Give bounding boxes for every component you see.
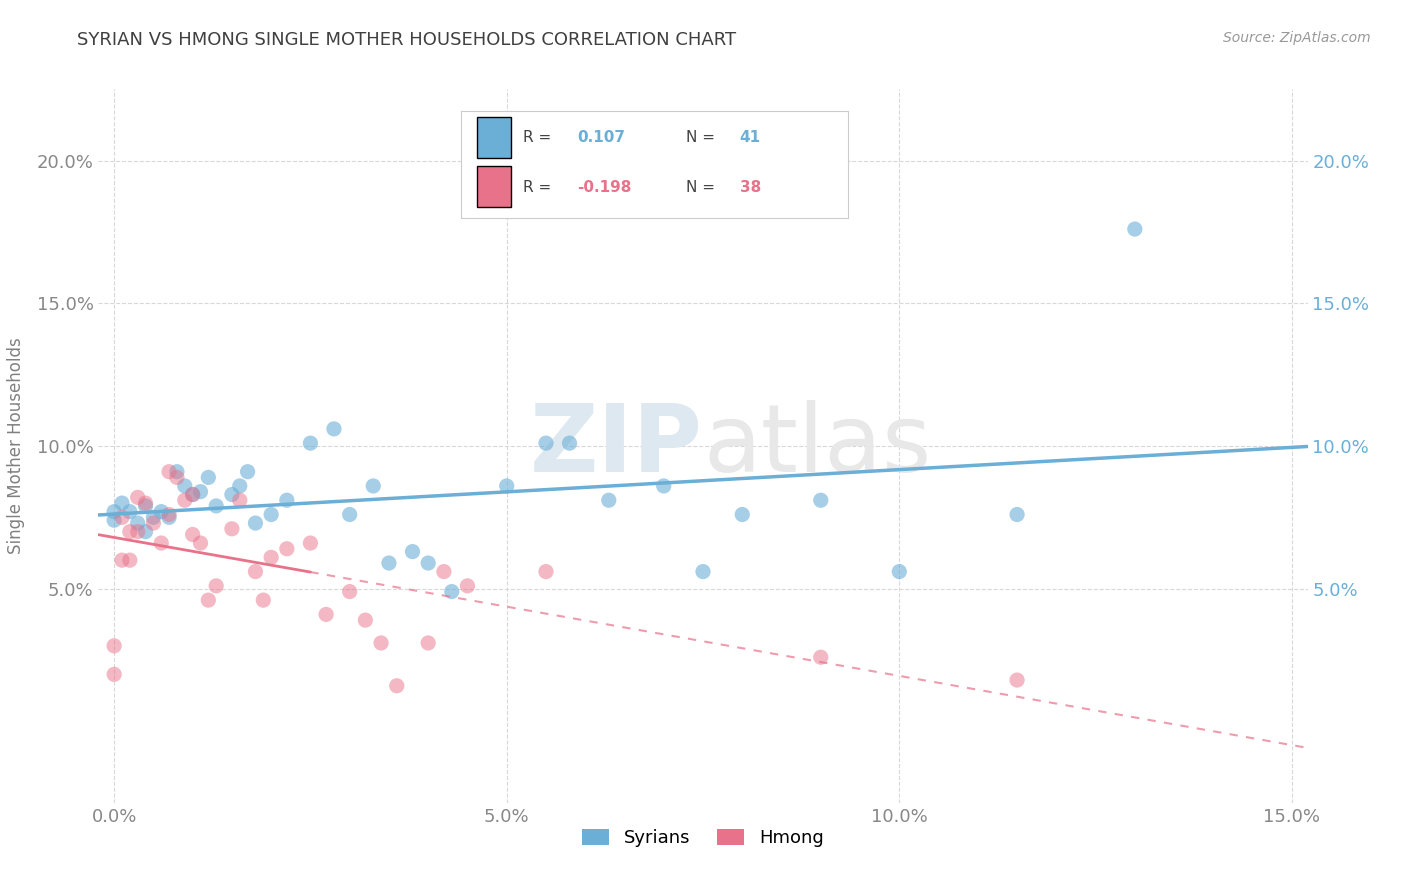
Point [652,479,675,493]
Point [103,639,125,653]
Point [127,516,149,530]
Point [299,436,322,450]
Point [229,479,252,493]
Point [111,496,134,510]
Point [418,556,440,570]
Point [889,565,911,579]
Text: SYRIAN VS HMONG SINGLE MOTHER HOUSEHOLDS CORRELATION CHART: SYRIAN VS HMONG SINGLE MOTHER HOUSEHOLDS… [77,31,737,49]
Point [103,667,125,681]
Point [692,565,714,579]
Point [1123,222,1146,236]
Point [190,484,212,499]
Point [598,493,620,508]
Point [157,465,180,479]
Point [260,550,283,565]
Point [276,493,298,508]
Point [315,607,337,622]
Point [456,579,478,593]
Point [810,493,832,508]
Point [354,613,377,627]
Point [181,527,204,541]
Point [205,579,228,593]
Point [323,422,346,436]
Point [534,565,557,579]
Point [299,536,322,550]
Point [150,505,173,519]
Point [361,479,384,493]
Point [440,584,463,599]
Point [495,479,517,493]
Point [111,553,134,567]
Point [731,508,754,522]
Point [205,499,228,513]
Point [111,510,134,524]
Point [418,636,440,650]
Point [181,487,204,501]
Point [103,513,125,527]
Text: atlas: atlas [703,400,931,492]
Point [190,536,212,550]
Point [229,493,252,508]
Point [166,465,188,479]
Point [558,436,581,450]
Point [378,556,401,570]
Point [118,553,141,567]
Point [197,470,219,484]
Text: ZIP: ZIP [530,400,703,492]
Point [103,505,125,519]
Point [339,508,361,522]
Point [135,499,157,513]
Point [245,516,267,530]
Point [135,496,157,510]
Point [276,541,298,556]
Point [135,524,157,539]
Point [118,505,141,519]
Point [166,470,188,484]
Point [150,536,173,550]
Point [173,479,195,493]
Point [118,524,141,539]
Point [534,436,557,450]
Point [385,679,408,693]
Point [127,491,149,505]
Point [181,487,204,501]
Point [221,487,243,501]
Point [157,510,180,524]
Text: Source: ZipAtlas.com: Source: ZipAtlas.com [1223,31,1371,45]
Y-axis label: Single Mother Households: Single Mother Households [7,338,25,554]
Point [142,510,165,524]
Point [1005,673,1028,687]
Point [260,508,283,522]
Point [1005,508,1028,522]
Point [401,544,423,558]
Point [157,508,180,522]
Point [810,650,832,665]
Point [433,565,456,579]
Point [142,516,165,530]
Point [173,493,195,508]
Point [252,593,274,607]
Point [221,522,243,536]
Point [245,565,267,579]
Legend: Syrians, Hmong: Syrians, Hmong [575,822,831,855]
Point [236,465,259,479]
Point [127,524,149,539]
Point [370,636,392,650]
Point [197,593,219,607]
Point [339,584,361,599]
